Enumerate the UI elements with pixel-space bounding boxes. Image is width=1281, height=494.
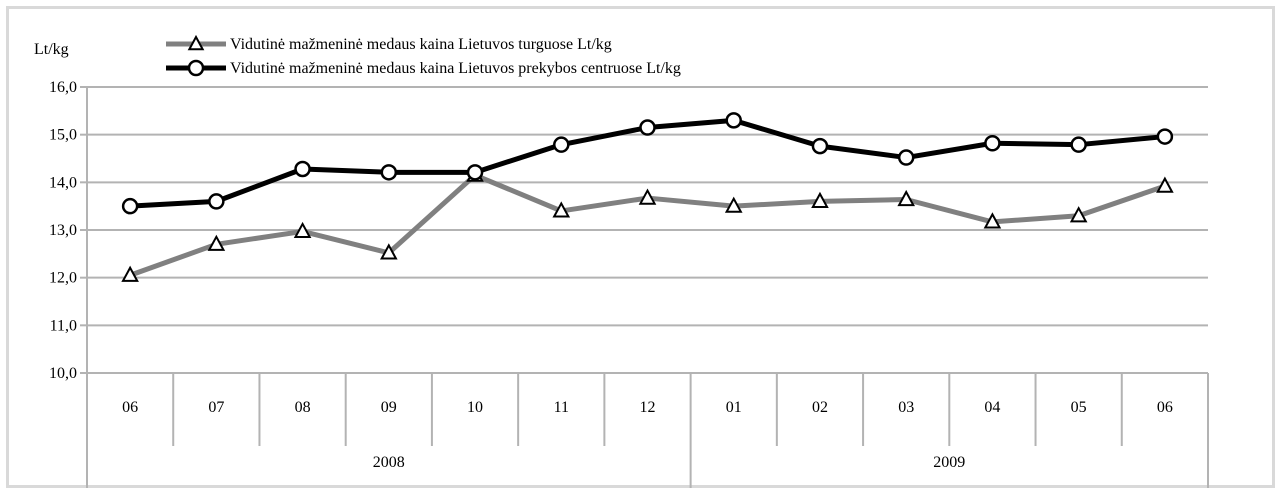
legend-label: Vidutinė mažmeninė medaus kaina Lietuvos… — [230, 36, 612, 53]
x-tick-label: 04 — [984, 399, 1000, 416]
x-group-label: 2009 — [933, 454, 965, 471]
x-tick-label: 11 — [554, 399, 569, 416]
data-point — [553, 136, 570, 153]
data-point — [121, 197, 139, 215]
data-point — [380, 164, 398, 181]
data-point — [1156, 128, 1174, 145]
legend-marker — [187, 59, 205, 77]
x-tick-label: 10 — [467, 399, 483, 416]
y-tick-label: 15,0 — [49, 127, 77, 144]
data-point — [208, 193, 225, 210]
data-point — [724, 196, 743, 213]
x-tick-label: 06 — [1157, 399, 1173, 416]
x-tick-label: 06 — [122, 399, 138, 416]
data-point — [293, 221, 312, 239]
data-point — [897, 149, 915, 166]
data-point — [552, 201, 571, 218]
data-point — [639, 119, 656, 136]
x-tick-label: 12 — [640, 399, 656, 416]
x-tick-label: 03 — [898, 399, 914, 416]
data-point — [1070, 136, 1087, 153]
data-point — [725, 112, 742, 129]
x-group-label: 2008 — [373, 454, 405, 471]
legend-label: Vidutinė mažmeninė medaus kaina Lietuvos… — [230, 60, 681, 77]
data-point — [121, 265, 139, 282]
data-point — [638, 188, 657, 205]
data-point — [897, 189, 915, 207]
y-tick-labels: 10,0 11,0 12,0 13,0 14,0 15,0 16,0 — [49, 79, 77, 382]
y-tick-label: 13,0 — [49, 222, 77, 239]
y-tick-label: 14,0 — [49, 174, 77, 191]
y-tick-label: 12,0 — [49, 270, 77, 287]
data-point — [1156, 176, 1174, 193]
x-tick-labels: 06 07 08 09 10 11 12 01 02 03 04 05 06 2008 2009 — [122, 399, 1173, 471]
x-tick-label: 08 — [295, 399, 311, 416]
series-lines — [121, 112, 1174, 282]
data-point — [811, 137, 829, 155]
data-point — [811, 191, 829, 209]
y-tick-label: 10,0 — [49, 365, 77, 382]
x-tick-label: 01 — [726, 399, 742, 416]
legend-marker — [187, 34, 205, 51]
x-tick-label: 07 — [208, 399, 224, 416]
x-tick-label: 05 — [1071, 399, 1087, 416]
y-axis-label: Lt/kg — [34, 41, 69, 58]
data-point — [466, 164, 484, 181]
data-point — [984, 134, 1001, 152]
axes — [80, 86, 1209, 488]
legend: Vidutinė mažmeninė medaus kaina Lietuvos… — [166, 34, 681, 77]
data-point — [983, 212, 1002, 229]
x-tick-label: 09 — [381, 399, 397, 416]
y-tick-label: 11,0 — [50, 317, 77, 334]
data-point — [1069, 206, 1088, 223]
data-point — [294, 160, 311, 178]
y-tick-label: 16,0 — [49, 79, 77, 96]
data-point — [207, 234, 226, 251]
data-point — [380, 243, 398, 260]
x-tick-label: 02 — [812, 399, 828, 416]
